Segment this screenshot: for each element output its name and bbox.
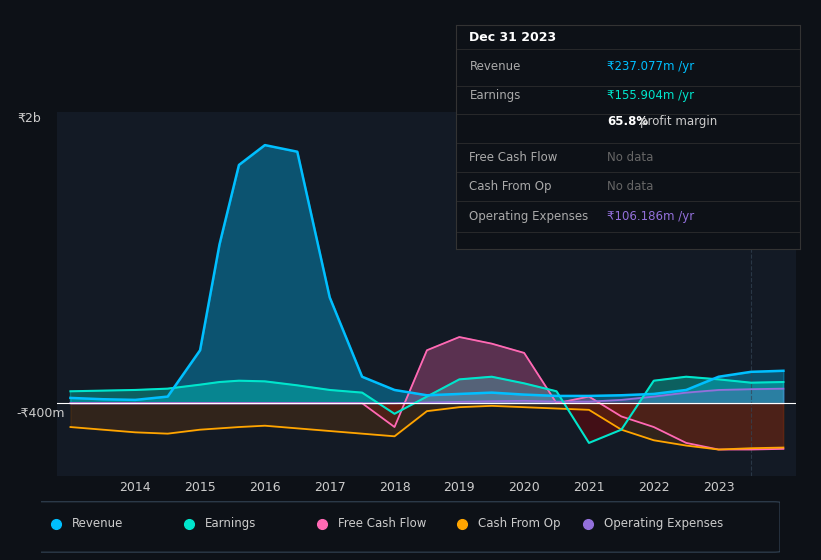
Text: ₹155.904m /yr: ₹155.904m /yr: [608, 89, 695, 102]
Text: Revenue: Revenue: [72, 517, 123, 530]
Text: Cash From Op: Cash From Op: [470, 180, 552, 193]
Text: -₹400m: -₹400m: [17, 407, 66, 420]
Text: No data: No data: [608, 151, 654, 164]
Text: Free Cash Flow: Free Cash Flow: [338, 517, 426, 530]
Text: ₹237.077m /yr: ₹237.077m /yr: [608, 60, 695, 73]
Text: 65.8%: 65.8%: [608, 115, 649, 128]
Text: ₹106.186m /yr: ₹106.186m /yr: [608, 210, 695, 223]
Text: Dec 31 2023: Dec 31 2023: [470, 31, 557, 44]
Text: profit margin: profit margin: [640, 115, 718, 128]
Text: Free Cash Flow: Free Cash Flow: [470, 151, 557, 164]
Text: Cash From Op: Cash From Op: [479, 517, 561, 530]
Text: Earnings: Earnings: [470, 89, 521, 102]
Text: Earnings: Earnings: [205, 517, 256, 530]
Text: Operating Expenses: Operating Expenses: [604, 517, 723, 530]
Text: Operating Expenses: Operating Expenses: [470, 210, 589, 223]
Text: ₹2b: ₹2b: [17, 112, 40, 125]
Text: No data: No data: [608, 180, 654, 193]
Text: Revenue: Revenue: [470, 60, 521, 73]
